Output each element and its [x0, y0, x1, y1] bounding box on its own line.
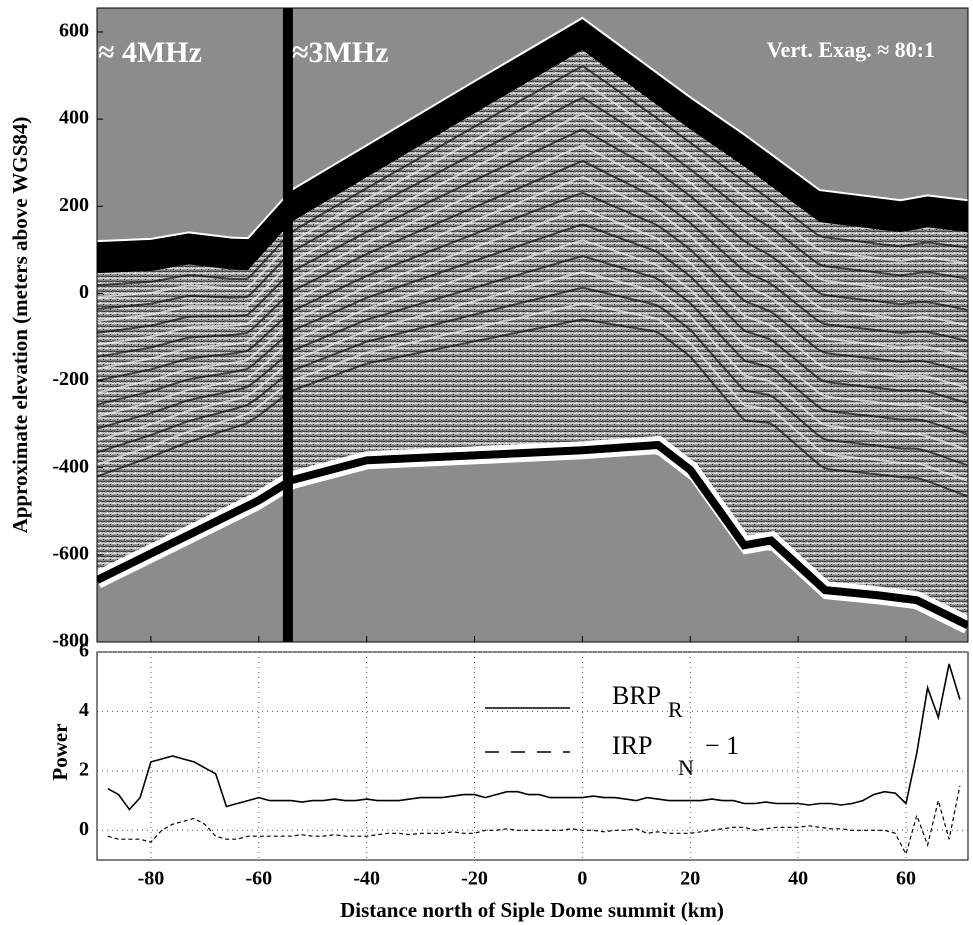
internal-layer — [97, 96, 968, 310]
internal-layer — [97, 112, 968, 322]
y-axis-label: Power — [48, 723, 72, 780]
x-tick-label: 20 — [680, 868, 700, 890]
internal-layer — [97, 286, 968, 467]
annotation: ≈ 4MHz — [98, 36, 202, 69]
x-tick-label: -60 — [245, 868, 272, 890]
y-tick-label: 600 — [59, 20, 89, 42]
frequency-boundary — [282, 8, 293, 642]
x-tick-label: -20 — [461, 868, 488, 890]
y-tick-label: 2 — [79, 758, 89, 780]
surface-band — [97, 18, 968, 274]
y-tick-label: -600 — [52, 542, 89, 564]
legend-suffix: − 1 — [705, 731, 739, 760]
series-line — [107, 785, 961, 856]
plot-area — [97, 8, 968, 642]
plot-area — [107, 663, 961, 856]
series-line — [107, 663, 961, 811]
y-tick-label: 4 — [79, 699, 89, 721]
plot-background — [96, 651, 969, 861]
internal-layer — [97, 223, 968, 406]
x-tick-label: -40 — [353, 868, 380, 890]
y-tick-label: 0 — [79, 281, 89, 303]
internal-layer — [97, 318, 968, 498]
legend-subscript: N — [678, 755, 694, 780]
frame — [96, 7, 969, 643]
internal-layer — [97, 80, 968, 298]
y-axis-label: Approximate elevation (meters above WGS8… — [8, 117, 32, 534]
internal-layer — [97, 65, 968, 287]
y-tick-label: 400 — [59, 107, 89, 129]
internal-layer — [97, 191, 968, 382]
x-tick-label: -80 — [138, 868, 165, 890]
legend-subscript: R — [668, 697, 683, 722]
y-tick-label: 6 — [79, 640, 89, 662]
internal-layer — [97, 176, 968, 370]
y-tick-label: 200 — [59, 194, 89, 216]
internal-layer — [97, 128, 968, 334]
internal-layer — [97, 302, 968, 482]
bedrock — [97, 455, 968, 642]
y-tick-label: -200 — [52, 368, 89, 390]
internal-layer — [97, 144, 968, 346]
y-tick-label: -800 — [52, 630, 89, 652]
internal-layer — [97, 270, 968, 451]
annotation: Vert. Exag. ≈ 80:1 — [767, 37, 935, 62]
legend-label: BRP — [612, 681, 661, 710]
power-panel: -80 -60 -40 -20 0 20 40 60 0 2 4 6 BRP R IRP N − 1 — [79, 640, 969, 890]
legend-label: IRP — [612, 731, 652, 760]
radar-panel: -800 -600 -400 -200 0 200 400 600 — [52, 7, 969, 652]
x-tick-label: 60 — [896, 868, 916, 890]
x-tick-label: 0 — [577, 868, 587, 890]
internal-layer — [97, 239, 968, 420]
internal-layer — [97, 160, 968, 358]
y-tick-label: 0 — [79, 818, 89, 840]
annotation: ≈3MHz — [292, 36, 388, 69]
surface-line — [97, 16, 968, 243]
x-axis-label: Distance north of Siple Dome summit (km) — [340, 898, 724, 922]
internal-layer — [97, 207, 968, 394]
internal-layer — [97, 255, 968, 435]
y-tick-label: -400 — [52, 455, 89, 477]
x-tick-label: 40 — [788, 868, 808, 890]
